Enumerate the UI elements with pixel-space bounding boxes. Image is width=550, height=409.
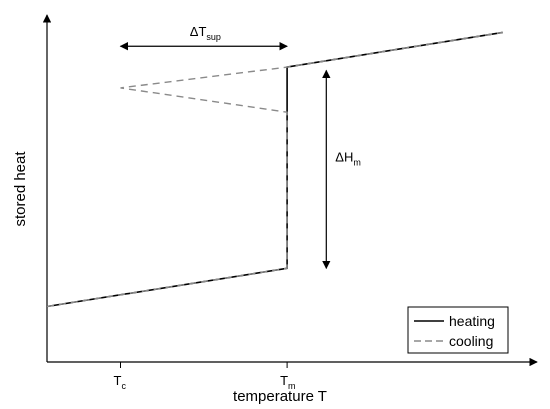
legend-label-heating: heating <box>449 313 495 329</box>
series-cooling <box>46 31 503 308</box>
axes <box>42 14 538 367</box>
x-tick-label-m: Tm <box>280 373 295 391</box>
x-tick-label-c: Tc <box>114 373 127 391</box>
x-axis-label: temperature T <box>233 388 327 405</box>
annotation-label-dH: ΔHm <box>335 149 361 167</box>
series-group <box>46 31 503 308</box>
annotations: ΔTsup ΔHm <box>119 24 361 270</box>
x-ticks: Tc Tm <box>114 362 296 391</box>
y-axis-label: stored heat <box>12 151 29 227</box>
legend-box <box>407 306 509 354</box>
legend-label-cooling: cooling <box>449 333 493 349</box>
series-heating <box>46 31 503 308</box>
annotation-label-dT: ΔTsup <box>190 24 221 42</box>
legend: heating cooling <box>407 306 509 354</box>
